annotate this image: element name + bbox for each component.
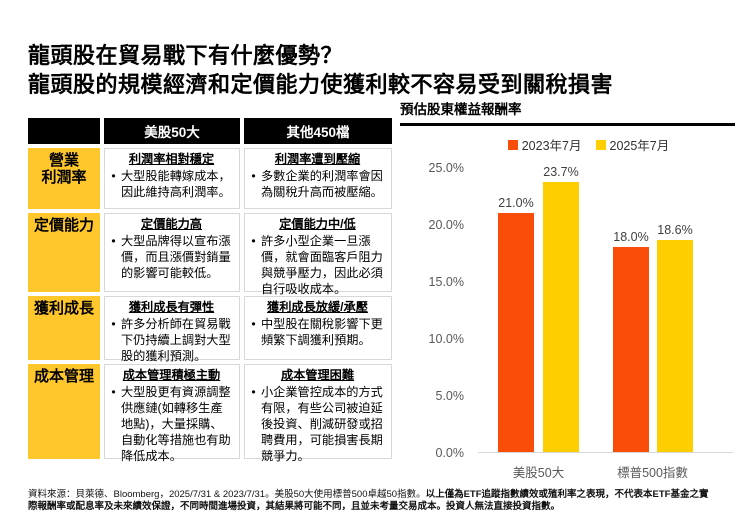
- bullet-marker: •: [111, 234, 116, 249]
- cell-us50-cost-management: 成本管理積極主動 • 大型股更有資源調整供應鏈(如轉移生產地點)，大量採購、自動…: [104, 364, 240, 463]
- legend-label-2023: 2023年7月: [521, 139, 582, 153]
- bullet-text: 許多分析師在貿易戰下仍持續上調對大型股的獲利預測。: [121, 317, 231, 364]
- cell-heading: 利潤率遭到壓縮: [274, 152, 361, 166]
- table-corner-cell: [28, 118, 100, 144]
- x-axis-labels: 美股50大 標普500指數: [478, 462, 735, 481]
- row-label-line: 利潤率: [41, 169, 87, 186]
- y-axis-tick: 0.0%: [435, 446, 465, 460]
- page-title: 龍頭股在貿易戰下有什麼優勢？ 龍頭股的規模經濟和定價能力使獲利較不容易受到關稅損…: [28, 41, 728, 99]
- cell-heading: 獲利成長有彈性: [128, 300, 215, 314]
- title-line-2: 龍頭股的規模經濟和定價能力使獲利較不容易受到關稅損害: [28, 71, 614, 97]
- cell-us50-pricing-power: 定價能力高 • 大型品牌得以宣布漲價，而且漲價對銷量的影響可能較低。: [104, 213, 240, 292]
- legend-swatch-2025: [595, 139, 606, 150]
- cell-bullet-item: • 許多小型企業一旦漲價，就會面臨客戶阻力與競爭壓力，因此必須自行吸收成本。: [249, 233, 386, 297]
- row-label-earnings-growth: 獲利成長: [28, 296, 100, 360]
- chart-legend: 2023年7月 2025年7月: [442, 135, 735, 154]
- y-axis-tick: 10.0%: [428, 332, 464, 346]
- legend-item-2023: 2023年7月: [507, 135, 582, 154]
- cell-bullet-item: • 多數企業的利潤率會因為關稅升高而被壓縮。: [249, 168, 386, 200]
- legend-swatch-2023: [507, 139, 518, 150]
- cell-bullet-item: • 大型股能轉嫁成本，因此維持高利潤率。: [109, 168, 234, 200]
- cell-bullet-item: • 許多分析師在貿易戰下仍持續上調對大型股的獲利預測。: [109, 316, 234, 364]
- source-disclaimer: 資料來源：貝萊德、Bloomberg，2025/7/31 & 2023/7/31…: [28, 489, 716, 514]
- cell-heading: 利潤率相對穩定: [128, 152, 215, 166]
- cell-heading: 定價能力中/低: [279, 217, 356, 231]
- y-axis-tick: 15.0%: [428, 275, 464, 289]
- bullet-marker: •: [111, 317, 116, 332]
- legend-item-2025: 2025年7月: [595, 135, 670, 154]
- row-label-line: 獲利成長: [33, 300, 94, 317]
- plot-area: 25.0% 20.0% 15.0% 10.0% 5.0% 0.0% 21.0% …: [400, 161, 735, 460]
- bullet-text: 中型股在關稅影響下更頻繁下調獲利預期。: [261, 317, 383, 348]
- cell-bullet-item: • 大型品牌得以宣布漲價，而且漲價對銷量的影響可能較低。: [109, 233, 234, 281]
- title-line-1: 龍頭股在貿易戰下有什麼優勢？: [28, 42, 344, 68]
- cell-other450-pricing-power: 定價能力中/低 • 許多小型企業一旦漲價，就會面臨客戶阻力與競爭壓力，因此必須自…: [244, 213, 392, 296]
- bullet-text: 大型品牌得以宣布漲價，而且漲價對銷量的影響可能較低。: [121, 234, 231, 281]
- cell-us50-earnings-growth: 獲利成長有彈性 • 許多分析師在貿易戰下仍持續上調對大型股的獲利預測。: [104, 296, 240, 363]
- bullet-marker: •: [251, 169, 256, 184]
- cell-heading: 定價能力高: [141, 217, 202, 231]
- bar-us50-2023: [498, 212, 534, 452]
- bullet-marker: •: [251, 234, 256, 249]
- cell-heading: 成本管理困難: [280, 368, 355, 382]
- x-axis-label-sp500: 標普500指數: [617, 466, 688, 480]
- bar-value-label-sp500-2025: 18.6%: [657, 222, 693, 237]
- row-label-cost-management: 成本管理: [28, 364, 100, 459]
- bar-value-label-sp500-2023: 18.0%: [613, 229, 649, 244]
- y-axis-tick: 20.0%: [428, 218, 464, 232]
- cell-us50-operating-margin: 利潤率相對穩定 • 大型股能轉嫁成本，因此維持高利潤率。: [104, 148, 240, 209]
- disclaimer-bold-text: 以上僅為ETF追蹤指數績效或殖利率之表現，不代表本ETF基金之實際報酬率或配息率…: [28, 489, 709, 513]
- bullet-marker: •: [251, 317, 256, 332]
- bar-value-label-us50-2025: 23.7%: [543, 164, 579, 179]
- legend-label-2025: 2025年7月: [609, 139, 670, 153]
- x-axis-label-us50: 美股50大: [512, 466, 565, 480]
- bullet-marker: •: [251, 385, 256, 400]
- cell-other450-operating-margin: 利潤率遭到壓縮 • 多數企業的利潤率會因為關稅升高而被壓縮。: [244, 148, 392, 209]
- source-text: 資料來源：貝萊德、Bloomberg，2025/7/31 & 2023/7/31…: [28, 489, 426, 500]
- cell-bullet-item: • 中型股在關稅影響下更頻繁下調獲利預期。: [249, 316, 386, 348]
- bullet-text: 小企業管控成本的方式有限，有些公司被迫延後投資、削減研發或招聘費用，可能損害長期…: [261, 385, 383, 464]
- row-label-line: 成本管理: [33, 368, 94, 385]
- row-label-pricing-power: 定價能力: [28, 213, 100, 292]
- cell-heading: 獲利成長放緩/承壓: [267, 300, 368, 314]
- y-axis-tick: 25.0%: [428, 161, 464, 175]
- row-label-operating-margin: 營業 利潤率: [28, 148, 100, 209]
- bar-sp500-2023: [613, 246, 649, 452]
- row-label-line: 營業: [48, 152, 79, 169]
- cell-bullet-item: • 大型股更有資源調整供應鏈(如轉移生產地點)，大量採購、自動化等措施也有助降低…: [109, 384, 234, 464]
- cell-bullet-item: • 小企業管控成本的方式有限，有些公司被迫延後投資、削減研發或招聘費用，可能損害…: [249, 384, 386, 464]
- bullet-text: 許多小型企業一旦漲價，就會面臨客戶阻力與競爭壓力，因此必須自行吸收成本。: [261, 234, 383, 297]
- row-label-line: 定價能力: [33, 217, 94, 234]
- bullet-marker: •: [111, 385, 116, 400]
- table-header-other450: 其他450檔: [244, 118, 392, 144]
- bar-sp500-2025: [657, 239, 693, 452]
- cell-other450-cost-management: 成本管理困難 • 小企業管控成本的方式有限，有些公司被迫延後投資、削減研發或招聘…: [244, 364, 392, 463]
- bullet-text: 多數企業的利潤率會因為關稅升高而被壓縮。: [261, 169, 383, 200]
- bullet-text: 大型股能轉嫁成本，因此維持高利潤率。: [121, 169, 231, 200]
- roe-chart: 預估股東權益報酬率 2023年7月 2025年7月 25.0% 20.0% 15…: [400, 98, 735, 481]
- cell-other450-earnings-growth: 獲利成長放緩/承壓 • 中型股在關稅影響下更頻繁下調獲利預期。: [244, 296, 392, 360]
- bullet-text: 大型股更有資源調整供應鏈(如轉移生產地點)，大量採購、自動化等措施也有助降低成本…: [121, 385, 231, 464]
- cell-heading: 成本管理積極主動: [122, 368, 221, 382]
- chart-title: 預估股東權益報酬率: [400, 98, 735, 126]
- bullet-marker: •: [111, 169, 116, 184]
- bar-value-label-us50-2023: 21.0%: [498, 195, 534, 210]
- table-header-us50: 美股50大: [104, 118, 240, 144]
- comparison-table: 美股50大 其他450檔 營業 利潤率 利潤率相對穩定 • 大型股能轉嫁成本，因…: [28, 118, 392, 463]
- bar-us50-2025: [543, 181, 579, 452]
- plot-grid: 21.0% 23.7% 18.0% 18.6%: [478, 164, 733, 453]
- y-axis-tick: 5.0%: [435, 389, 465, 403]
